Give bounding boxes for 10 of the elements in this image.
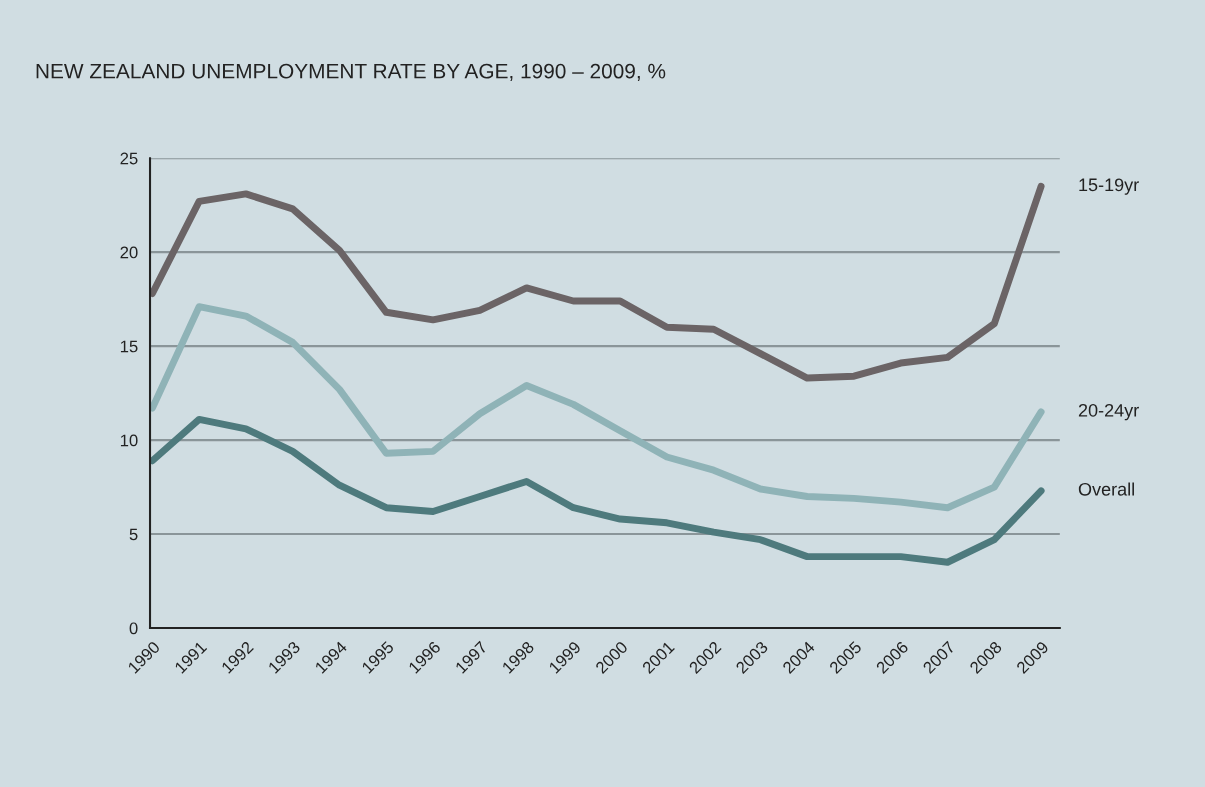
y-tick-label: 25 — [120, 152, 138, 165]
y-tick-label: 20 — [120, 246, 138, 259]
y-tick-label: 10 — [120, 434, 138, 447]
y-tick-label: 0 — [129, 622, 138, 635]
text: 20-24yr — [1078, 403, 1139, 421]
y-tick-label: 5 — [129, 528, 138, 541]
text: 15-19yr — [1079, 178, 1139, 195]
y-tick-label: 15 — [120, 340, 138, 353]
text: Overall — [1078, 482, 1134, 496]
chart-title: NEW ZEALAND UNEMPLOYMENT RATE BY AGE, 1990 – 2009, % — [36, 63, 666, 81]
